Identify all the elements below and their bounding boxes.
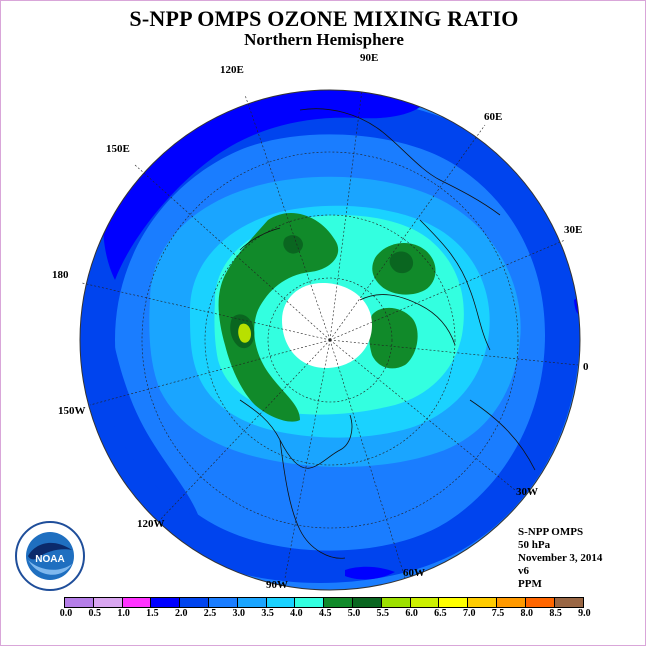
meridian-120w	[159, 339, 331, 521]
colorbar-label: 4.0	[290, 608, 303, 619]
colorbar-label: 3.5	[261, 608, 274, 619]
colorbar-cell	[352, 598, 382, 607]
info-units: PPM	[518, 578, 542, 590]
pole-no-data	[282, 282, 372, 368]
colorbar-label: 6.0	[405, 608, 418, 619]
colorbar-label: 9.0	[578, 608, 591, 619]
colorbar-cell	[381, 598, 411, 607]
info-date: November 3, 2014	[518, 552, 603, 564]
noaa-logo-bird	[28, 542, 72, 560]
latitude-circle-75	[267, 277, 393, 403]
coastline-central-america	[279, 439, 346, 559]
noaa-logo: NOAA	[15, 521, 85, 591]
colorbar	[64, 597, 585, 608]
ozone-band-2.0-west	[90, 260, 200, 520]
ozone-band-5.5	[238, 323, 251, 343]
colorbar-label: 1.0	[117, 608, 130, 619]
colorbar-label: 8.0	[520, 608, 534, 619]
coastline-eurasia	[299, 108, 501, 216]
lon-label-150w: 150W	[58, 405, 86, 417]
colorbar-cell	[122, 598, 152, 607]
meridian-60w	[329, 339, 406, 579]
colorbar-cell	[410, 598, 440, 607]
colorbar-cell	[554, 598, 584, 607]
colorbar-cell	[180, 598, 209, 607]
meridian-120e	[244, 94, 331, 341]
map-title: S-NPP OMPS OZONE MIXING RATIO	[129, 6, 519, 31]
ozone-band-4.5-southeast	[369, 307, 418, 369]
lon-label-180: 180	[52, 269, 69, 281]
ozone-band-1.5-south	[345, 566, 395, 580]
colorbar-cell	[468, 598, 497, 607]
colorbar-label: 4.5	[318, 608, 332, 619]
coastline-europe	[419, 219, 491, 351]
lon-label-150e: 150E	[106, 143, 130, 155]
colorbar-label: 2.0	[174, 608, 188, 619]
info-instrument: S-NPP OMPS	[518, 526, 584, 538]
lon-label-90w: 90W	[266, 579, 288, 591]
lon-label-60w: 60W	[403, 567, 425, 579]
colorbar-label: 2.5	[203, 608, 217, 619]
meridian-0	[329, 339, 579, 366]
colorbar-cell	[266, 598, 296, 607]
info-version: v6	[518, 565, 529, 577]
latitude-circle-45	[141, 151, 519, 529]
info-block: S-NPP OMPS 50 hPa November 3, 2014 v6 PP…	[518, 526, 602, 591]
lon-label-120e: 120E	[220, 64, 244, 76]
meridian-150w	[89, 339, 331, 406]
colorbar-cell	[237, 598, 267, 607]
colorbar-cell	[151, 598, 181, 607]
ozone-band-5.0-b	[389, 251, 414, 274]
coastline-africa	[469, 399, 536, 471]
coastline-alaska	[239, 227, 281, 251]
colorbar-cell	[525, 598, 555, 607]
lon-label-90e: 90E	[360, 52, 378, 64]
colorbar-label: 5.0	[347, 608, 361, 619]
info-pressure-level: 50 hPa	[518, 539, 551, 551]
colorbar-label: 7.5	[491, 608, 505, 619]
colorbar-cell	[208, 598, 238, 607]
colorbar-labels: 0.0 0.5 1.0 1.5 2.0 2.5 3.0 3.5 4.0 4.5 5.0 5.5 6.0 6…	[0, 608, 648, 622]
ozone-band-5.0-a	[283, 235, 303, 254]
ozone-band-4.5-west	[218, 212, 339, 422]
colorbar-label: 7.0	[462, 608, 476, 619]
colorbar-cell	[93, 598, 123, 607]
colorbar-label: 3.0	[232, 608, 246, 619]
colorbar-cell	[295, 598, 325, 607]
colorbar-label: 5.5	[376, 608, 390, 619]
meridian-180	[81, 282, 331, 341]
coastline-greenland	[359, 294, 456, 346]
colorbar-cell	[496, 598, 526, 607]
noaa-logo-text: NOAA	[35, 554, 64, 565]
lon-label-60e: 60E	[484, 111, 502, 123]
colorbar-label: 6.5	[434, 608, 447, 619]
colorbar-cell	[324, 598, 353, 607]
colorbar-label: 8.5	[549, 608, 562, 619]
colorbar-label: 0.5	[88, 608, 102, 619]
lon-label-120w: 120W	[137, 518, 165, 530]
meridian-90w	[284, 339, 331, 579]
graticule	[81, 89, 579, 579]
colorbar-label: 0.0	[59, 608, 73, 619]
lon-label-0: 0	[583, 361, 589, 373]
map-border	[79, 89, 581, 591]
lon-label-30e: 30E	[564, 224, 582, 236]
colorbar-label: 1.5	[146, 608, 159, 619]
map-subtitle: Northern Hemisphere	[244, 30, 404, 49]
coastline-north-america	[239, 399, 353, 469]
meridian-60e	[329, 124, 486, 341]
coastlines	[239, 108, 536, 559]
colorbar-cell	[65, 598, 94, 607]
meridian-30e	[329, 239, 566, 341]
latitude-circle-60	[204, 214, 456, 466]
noaa-logo-wave	[28, 560, 72, 575]
colorbar-cell	[439, 598, 469, 607]
lon-label-30w: 30W	[516, 486, 538, 498]
